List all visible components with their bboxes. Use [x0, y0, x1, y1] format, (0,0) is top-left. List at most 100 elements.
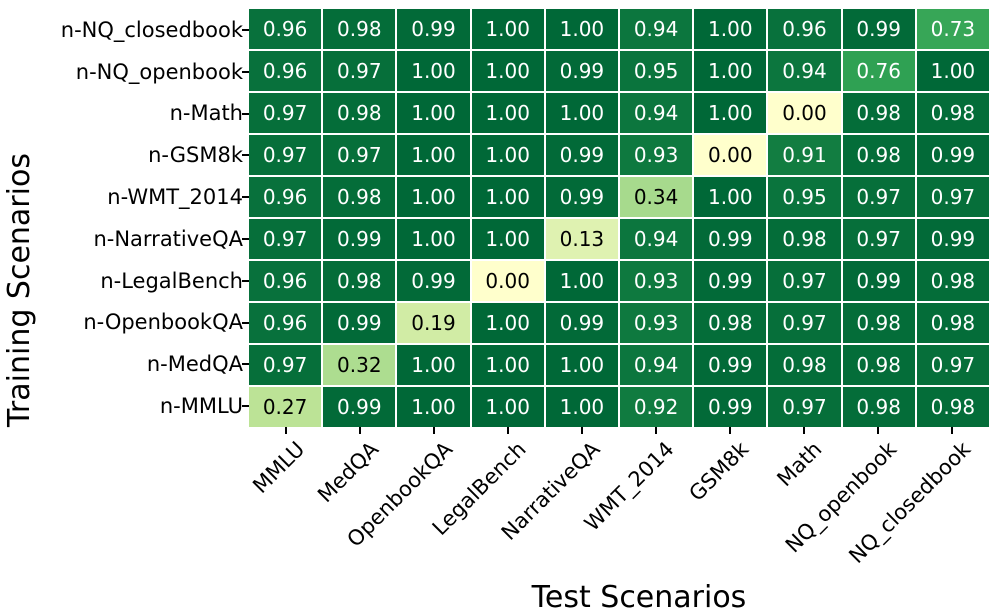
heatmap-cell: 0.96: [249, 261, 322, 301]
heatmap-cell: 0.98: [842, 345, 915, 385]
heatmap-cell: 1.00: [471, 345, 544, 385]
y-tick-mark: [242, 112, 249, 115]
heatmap-cell: 1.00: [471, 135, 544, 175]
heatmap-cell: 1.00: [397, 135, 470, 175]
heatmap-cell: 1.00: [397, 51, 470, 91]
x-tick-mark: [729, 427, 731, 434]
heatmap-cell: 0.98: [323, 261, 396, 301]
heatmap-cell: 0.97: [323, 135, 396, 175]
heatmap-cell: 0.97: [323, 51, 396, 91]
heatmap-cell: 0.99: [397, 9, 470, 49]
heatmap-cell: 1.00: [545, 387, 618, 427]
heatmap-cell: 0.98: [323, 9, 396, 49]
x-tick-mark: [359, 427, 361, 434]
heatmap-cell: 0.98: [768, 219, 841, 259]
heatmap-cell: 1.00: [471, 387, 544, 427]
y-tick-label: n-WMT_2014: [107, 185, 243, 210]
heatmap-cell: 0.97: [768, 387, 841, 427]
y-tick-mark: [242, 196, 249, 199]
y-tick-label: n-OpenbookQA: [83, 310, 243, 335]
heatmap-cell: 0.97: [249, 345, 322, 385]
heatmap-cell: 0.00: [471, 261, 544, 301]
heatmap-cell: 0.98: [842, 93, 915, 133]
heatmap-cell: 1.00: [397, 345, 470, 385]
heatmap-cell: 0.93: [619, 303, 693, 343]
heatmap-cell: 1.00: [545, 93, 618, 133]
x-tick-mark: [507, 427, 509, 434]
heatmap-cell: 1.00: [397, 93, 470, 133]
y-tick-mark: [242, 70, 249, 73]
heatmap-cell: 0.99: [397, 261, 470, 301]
heatmap-cell: 0.97: [249, 135, 322, 175]
heatmap-cell: 1.00: [694, 9, 767, 49]
heatmap-cell: 1.00: [397, 177, 470, 217]
y-tick-mark: [242, 279, 249, 282]
x-tick-label: MMLU: [247, 437, 309, 498]
heatmap-cell: 0.98: [842, 387, 915, 427]
heatmap-cell: 1.00: [694, 93, 767, 133]
heatmap-cell: 0.99: [694, 219, 767, 259]
heatmap-cell: 0.97: [842, 219, 915, 259]
heatmap-cell: 1.00: [471, 219, 544, 259]
heatmap-cell: 0.95: [619, 51, 693, 91]
heatmap-cell: 0.98: [916, 93, 989, 133]
heatmap-cell: 1.00: [397, 219, 470, 259]
heatmap-cell: 0.94: [619, 219, 693, 259]
x-tick-mark: [285, 427, 287, 434]
heatmap-cell: 1.00: [694, 177, 767, 217]
heatmap-cell: 0.27: [249, 387, 322, 427]
heatmap-cell: 0.98: [323, 177, 396, 217]
heatmap-cell: 0.97: [249, 93, 322, 133]
heatmap-cell: 0.97: [249, 219, 322, 259]
x-tick-mark: [803, 427, 805, 434]
y-tick-mark: [242, 154, 249, 157]
heatmap-cell: 0.98: [916, 261, 989, 301]
x-tick-mark: [581, 427, 583, 434]
heatmap-cell: 0.99: [842, 9, 915, 49]
heatmap-cell: 0.99: [545, 303, 618, 343]
y-tick-mark: [242, 237, 249, 240]
heatmap-cell: 0.92: [619, 387, 693, 427]
heatmap-cell: 1.00: [471, 303, 544, 343]
heatmap-cell: 0.94: [619, 345, 693, 385]
heatmap-cell: 1.00: [471, 93, 544, 133]
heatmap-cell: 0.98: [916, 303, 989, 343]
y-tick-label: n-MedQA: [146, 352, 243, 377]
heatmap-cell: 0.32: [323, 345, 396, 385]
heatmap-cell: 0.00: [768, 93, 841, 133]
heatmap-grid: 0.96 0.98 0.99 1.00 1.00 0.94 1.00 0.96 0.99 0.73…: [249, 9, 989, 427]
heatmap-cell: 0.99: [842, 261, 915, 301]
heatmap-cell: 0.98: [842, 303, 915, 343]
x-tick-mark: [951, 427, 953, 434]
heatmap-cell: 0.76: [842, 51, 915, 91]
heatmap-cell: 0.97: [842, 177, 915, 217]
heatmap-cell: 0.99: [916, 219, 989, 259]
heatmap-cell: 1.00: [545, 9, 618, 49]
heatmap-cell: 0.95: [768, 177, 841, 217]
heatmap-cell: 0.19: [397, 303, 470, 343]
heatmap-cell: 0.97: [768, 261, 841, 301]
heatmap-cell: 0.99: [916, 135, 989, 175]
heatmap-cell: 0.96: [249, 9, 322, 49]
heatmap-cell: 0.13: [545, 219, 618, 259]
heatmap-cell: 0.97: [916, 345, 989, 385]
heatmap-cell: 1.00: [694, 51, 767, 91]
heatmap-cell: 0.91: [768, 135, 841, 175]
x-tick-mark: [655, 427, 657, 434]
y-tick-mark: [242, 363, 249, 366]
heatmap-cell: 1.00: [545, 345, 618, 385]
x-tick-label: Math: [772, 437, 827, 492]
y-tick-label: n-MMLU: [159, 394, 243, 419]
heatmap-cell: 0.73: [916, 9, 989, 49]
heatmap-cell: 0.94: [619, 9, 693, 49]
y-tick-mark: [242, 28, 249, 31]
heatmap-cell: 0.34: [619, 177, 693, 217]
x-tick-mark: [433, 427, 435, 434]
heatmap-cell: 0.99: [694, 261, 767, 301]
heatmap-cell: 1.00: [471, 51, 544, 91]
heatmap-cell: 1.00: [916, 51, 989, 91]
heatmap-cell: 0.99: [694, 387, 767, 427]
y-tick-label: n-NarrativeQA: [93, 226, 243, 251]
heatmap-cell: 0.93: [619, 135, 693, 175]
